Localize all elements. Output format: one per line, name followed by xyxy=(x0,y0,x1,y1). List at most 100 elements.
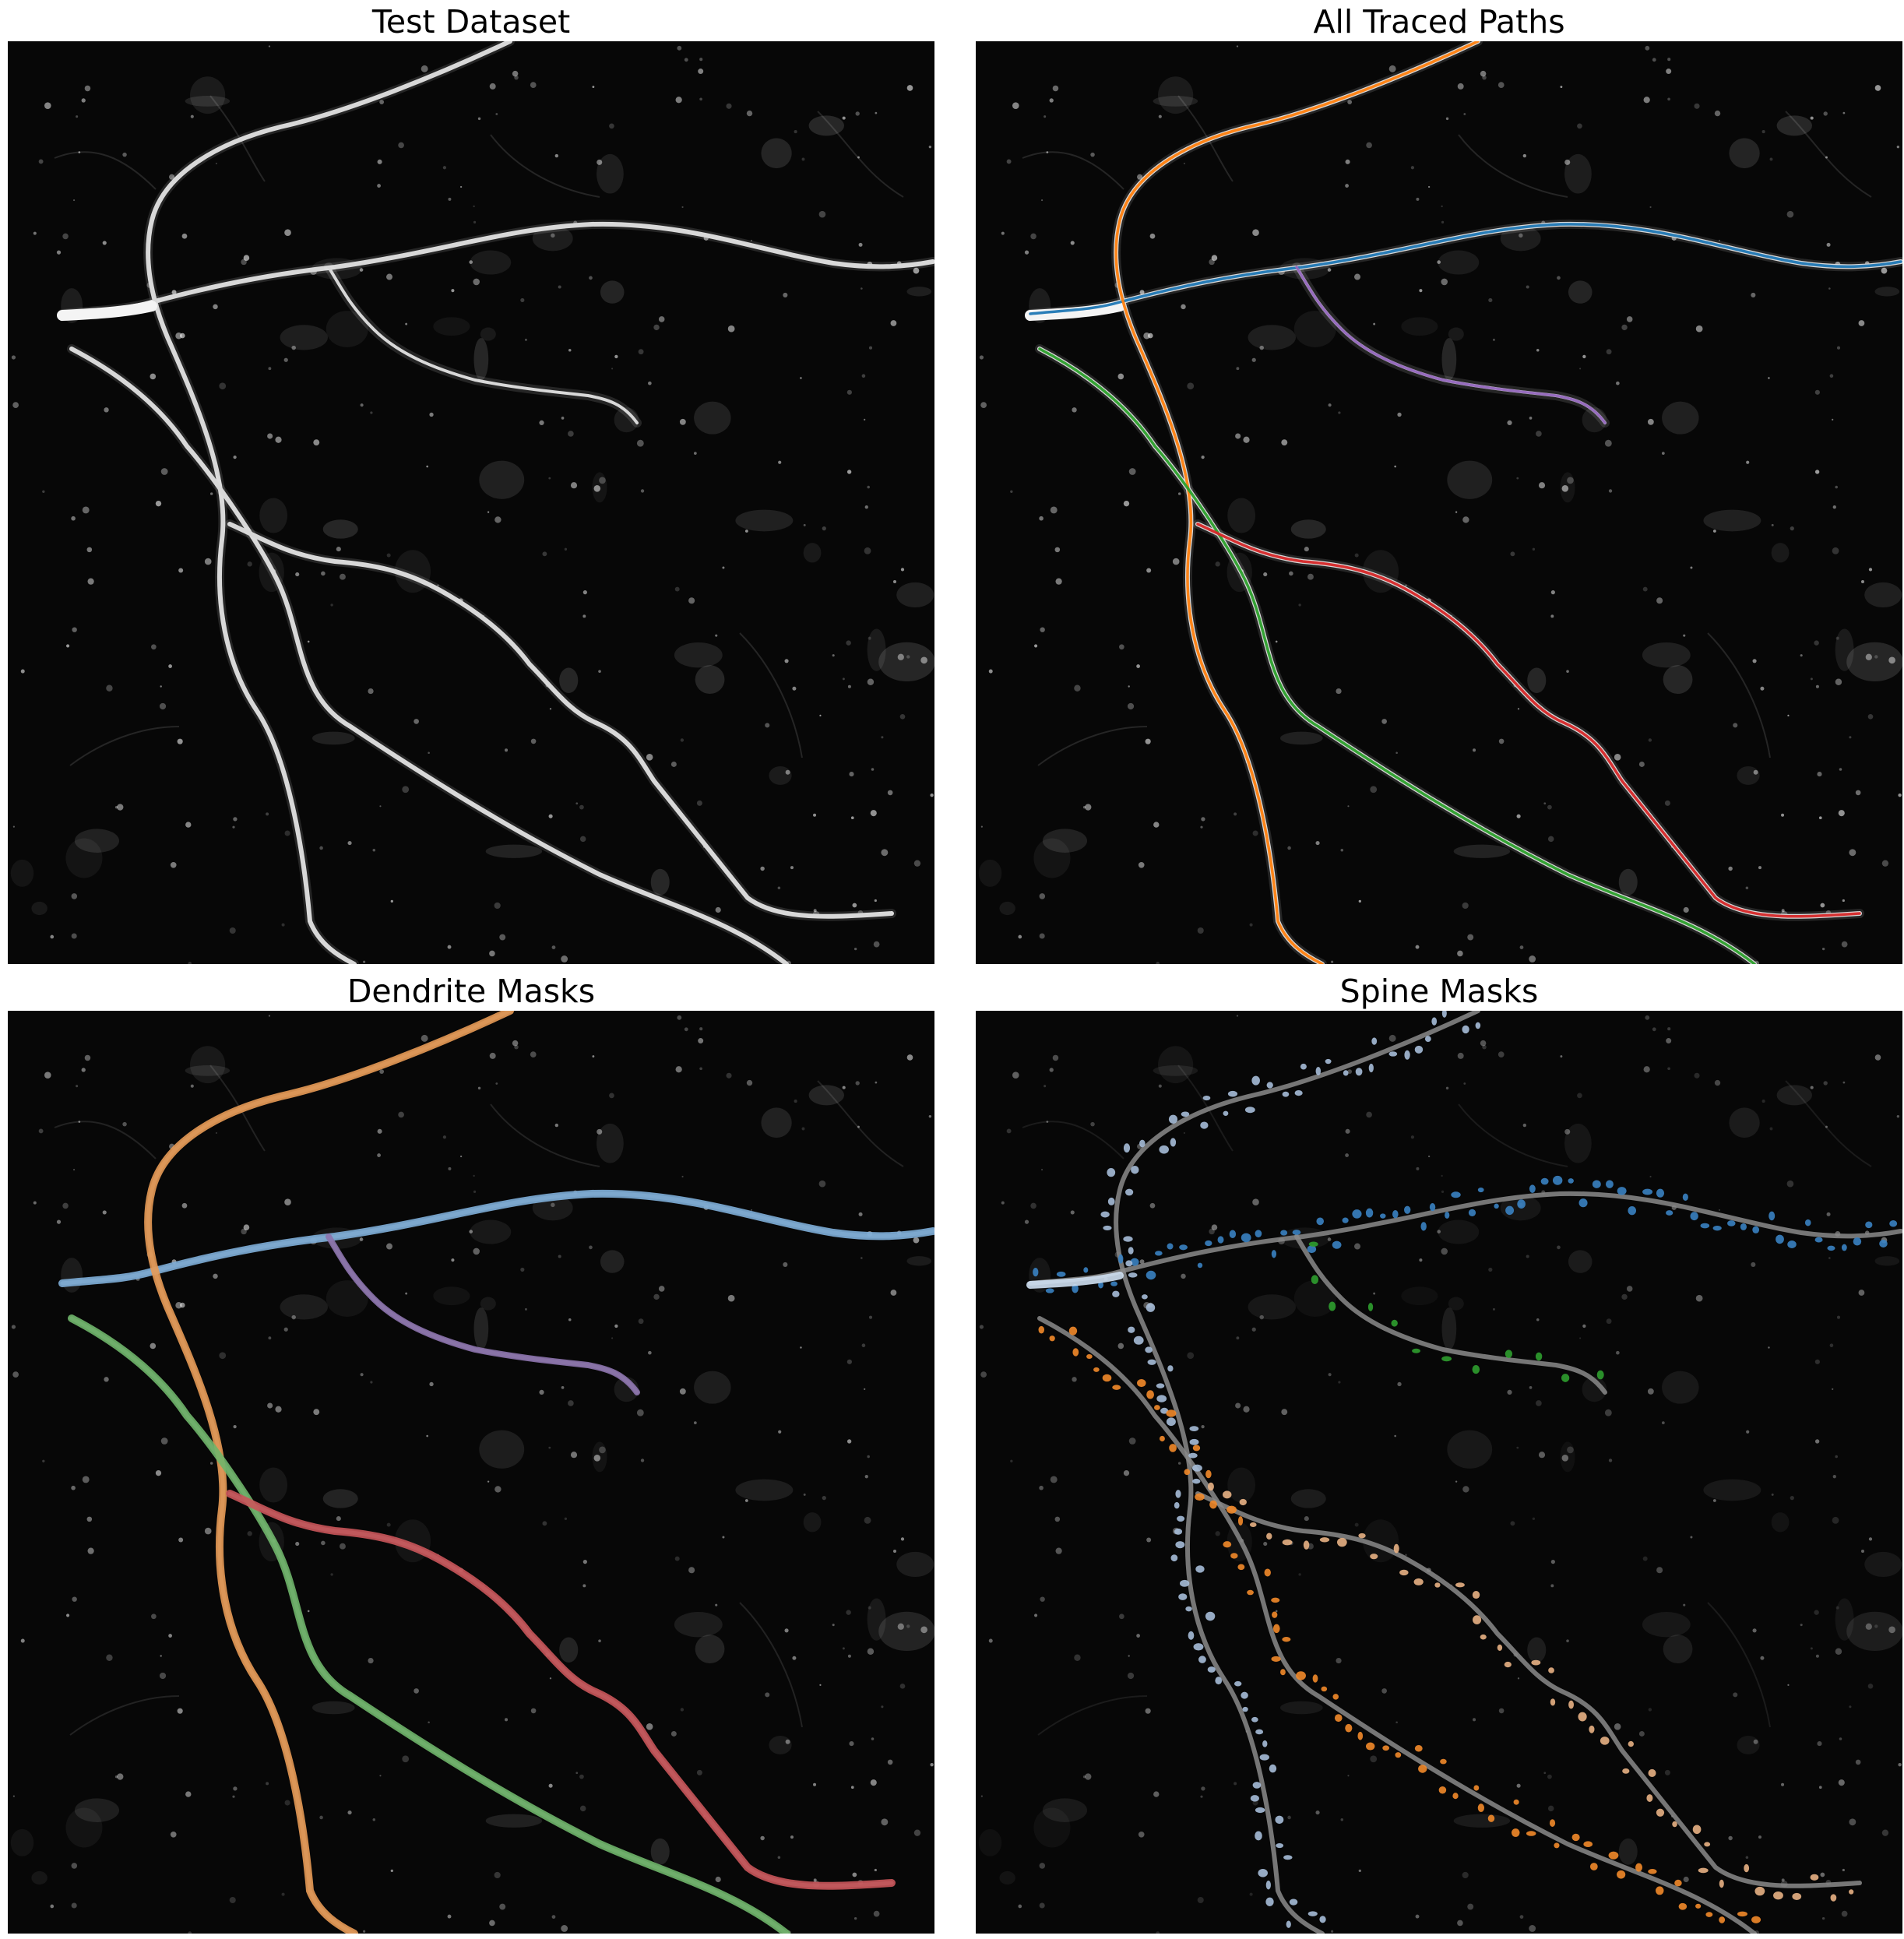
traced-path-purple xyxy=(1295,266,1607,424)
spine-orange xyxy=(1107,1197,1115,1205)
spine-orange xyxy=(1141,1294,1148,1300)
neuron-image xyxy=(8,1011,934,1934)
dendrite-masks xyxy=(58,1011,934,1934)
spine-orange xyxy=(1112,1290,1120,1297)
spine-red xyxy=(1393,1543,1399,1554)
spine-orange xyxy=(1192,1478,1201,1484)
spine-green xyxy=(1271,1656,1281,1662)
dendrite-orange xyxy=(146,41,512,964)
spine-orange xyxy=(1276,1842,1284,1849)
spine-blue xyxy=(1045,1288,1054,1293)
spine-blue xyxy=(1740,1223,1747,1230)
spine-red xyxy=(1455,1582,1465,1588)
spine-blue xyxy=(1307,1245,1317,1254)
spine-blue xyxy=(1445,1211,1450,1219)
spine-blue xyxy=(1712,1225,1722,1231)
spine-red xyxy=(1399,1569,1409,1576)
spine-purple xyxy=(1535,1352,1543,1361)
spine-masks xyxy=(1033,1011,1898,1928)
spine-orange xyxy=(1325,1058,1332,1065)
spine-green xyxy=(1192,1445,1201,1452)
dendrites xyxy=(1028,1011,1902,1934)
spine-orange xyxy=(1319,1916,1326,1923)
spine-orange xyxy=(1145,1346,1153,1353)
spine-blue xyxy=(1666,1210,1673,1216)
spine-orange xyxy=(1107,1168,1116,1177)
spine-orange xyxy=(1174,1501,1180,1509)
spine-green xyxy=(1440,1758,1447,1765)
spine-blue xyxy=(1420,1222,1427,1231)
spine-green xyxy=(1264,1568,1271,1577)
spine-orange xyxy=(1265,1880,1271,1890)
spine-blue xyxy=(1617,1187,1627,1195)
spine-red xyxy=(1207,1482,1214,1491)
spine-purple xyxy=(1441,1356,1452,1362)
spine-orange xyxy=(1178,1593,1188,1600)
dendrite-mask-purple xyxy=(326,1233,640,1395)
spine-green xyxy=(1237,1516,1244,1526)
spine-blue xyxy=(1197,1262,1203,1269)
spine-orange xyxy=(1241,1691,1248,1699)
spine-green xyxy=(1159,1435,1165,1442)
spine-red xyxy=(1413,1578,1424,1585)
spine-orange xyxy=(1244,1107,1255,1114)
spine-green xyxy=(1184,1469,1191,1476)
spine-orange xyxy=(1252,1782,1262,1789)
spine-orange xyxy=(1207,1666,1216,1673)
spine-orange xyxy=(1128,1326,1135,1333)
spine-orange xyxy=(1424,1036,1431,1043)
spine-orange xyxy=(1181,1111,1190,1117)
spine-blue xyxy=(1690,1212,1698,1221)
spine-orange xyxy=(1205,1611,1216,1621)
spine-green xyxy=(1511,1828,1520,1837)
spine-blue xyxy=(1727,1220,1736,1226)
spine-orange xyxy=(1175,1541,1185,1549)
spine-orange xyxy=(1125,1260,1133,1267)
spine-orange xyxy=(1265,1897,1274,1906)
spine-orange xyxy=(1170,1554,1178,1562)
spine-green xyxy=(1169,1444,1177,1452)
spine-orange xyxy=(1193,1643,1204,1651)
spine-orange xyxy=(1160,1407,1169,1414)
spine-orange xyxy=(1131,1166,1139,1174)
spine-orange xyxy=(1128,1247,1134,1255)
neuron-image xyxy=(976,41,1902,964)
spine-green xyxy=(1049,1335,1055,1342)
spine-blue xyxy=(1083,1267,1089,1273)
spine-orange xyxy=(1289,1899,1298,1906)
panel-title: Dendrite Masks xyxy=(347,973,596,1010)
spine-green xyxy=(1093,1367,1100,1372)
spine-orange xyxy=(1234,1680,1242,1687)
spine-green xyxy=(1418,1765,1427,1773)
spine-purple xyxy=(1412,1348,1420,1353)
spine-purple xyxy=(1367,1302,1374,1311)
spine-blue xyxy=(1392,1210,1399,1219)
spine-red xyxy=(1266,1533,1272,1540)
spine-orange xyxy=(1227,1090,1238,1097)
spine-orange xyxy=(1266,1082,1273,1089)
spine-green xyxy=(1674,1879,1682,1887)
spine-blue xyxy=(1814,1237,1823,1243)
spine-green xyxy=(1154,1405,1160,1410)
spine-orange xyxy=(1200,1121,1209,1129)
spine-green xyxy=(1648,1868,1657,1874)
soma xyxy=(1026,1272,1124,1289)
spine-orange xyxy=(1147,1359,1156,1365)
spine-purple xyxy=(1596,1370,1604,1380)
spine-blue xyxy=(1494,1203,1499,1209)
spine-blue xyxy=(1179,1244,1188,1251)
spine-blue xyxy=(1879,1240,1888,1248)
spine-blue xyxy=(1154,1251,1163,1256)
panel-title: All Traced Paths xyxy=(1313,3,1565,40)
spine-red xyxy=(1810,1874,1819,1881)
spine-green xyxy=(1272,1611,1278,1618)
spine-green xyxy=(1737,1911,1747,1917)
spine-orange xyxy=(1269,1764,1277,1773)
spine-blue xyxy=(1118,1254,1124,1264)
spine-blue xyxy=(1517,1199,1526,1209)
spine-orange xyxy=(1286,1920,1291,1928)
spine-green xyxy=(1247,1589,1254,1596)
spine-orange xyxy=(1188,1452,1198,1459)
spine-orange xyxy=(1462,1025,1469,1034)
spine-orange xyxy=(1251,1716,1258,1723)
